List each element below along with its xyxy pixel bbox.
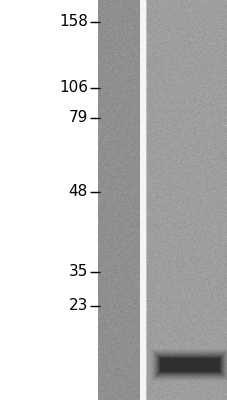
Text: 158: 158 [59,14,88,30]
Text: 23: 23 [68,298,88,314]
Bar [145,0,227,400]
Text: 79: 79 [68,110,88,126]
Bar [98,0,139,400]
Text: 35: 35 [68,264,88,280]
Bar [139,0,146,400]
Text: 48: 48 [69,184,88,200]
Text: 106: 106 [59,80,88,96]
